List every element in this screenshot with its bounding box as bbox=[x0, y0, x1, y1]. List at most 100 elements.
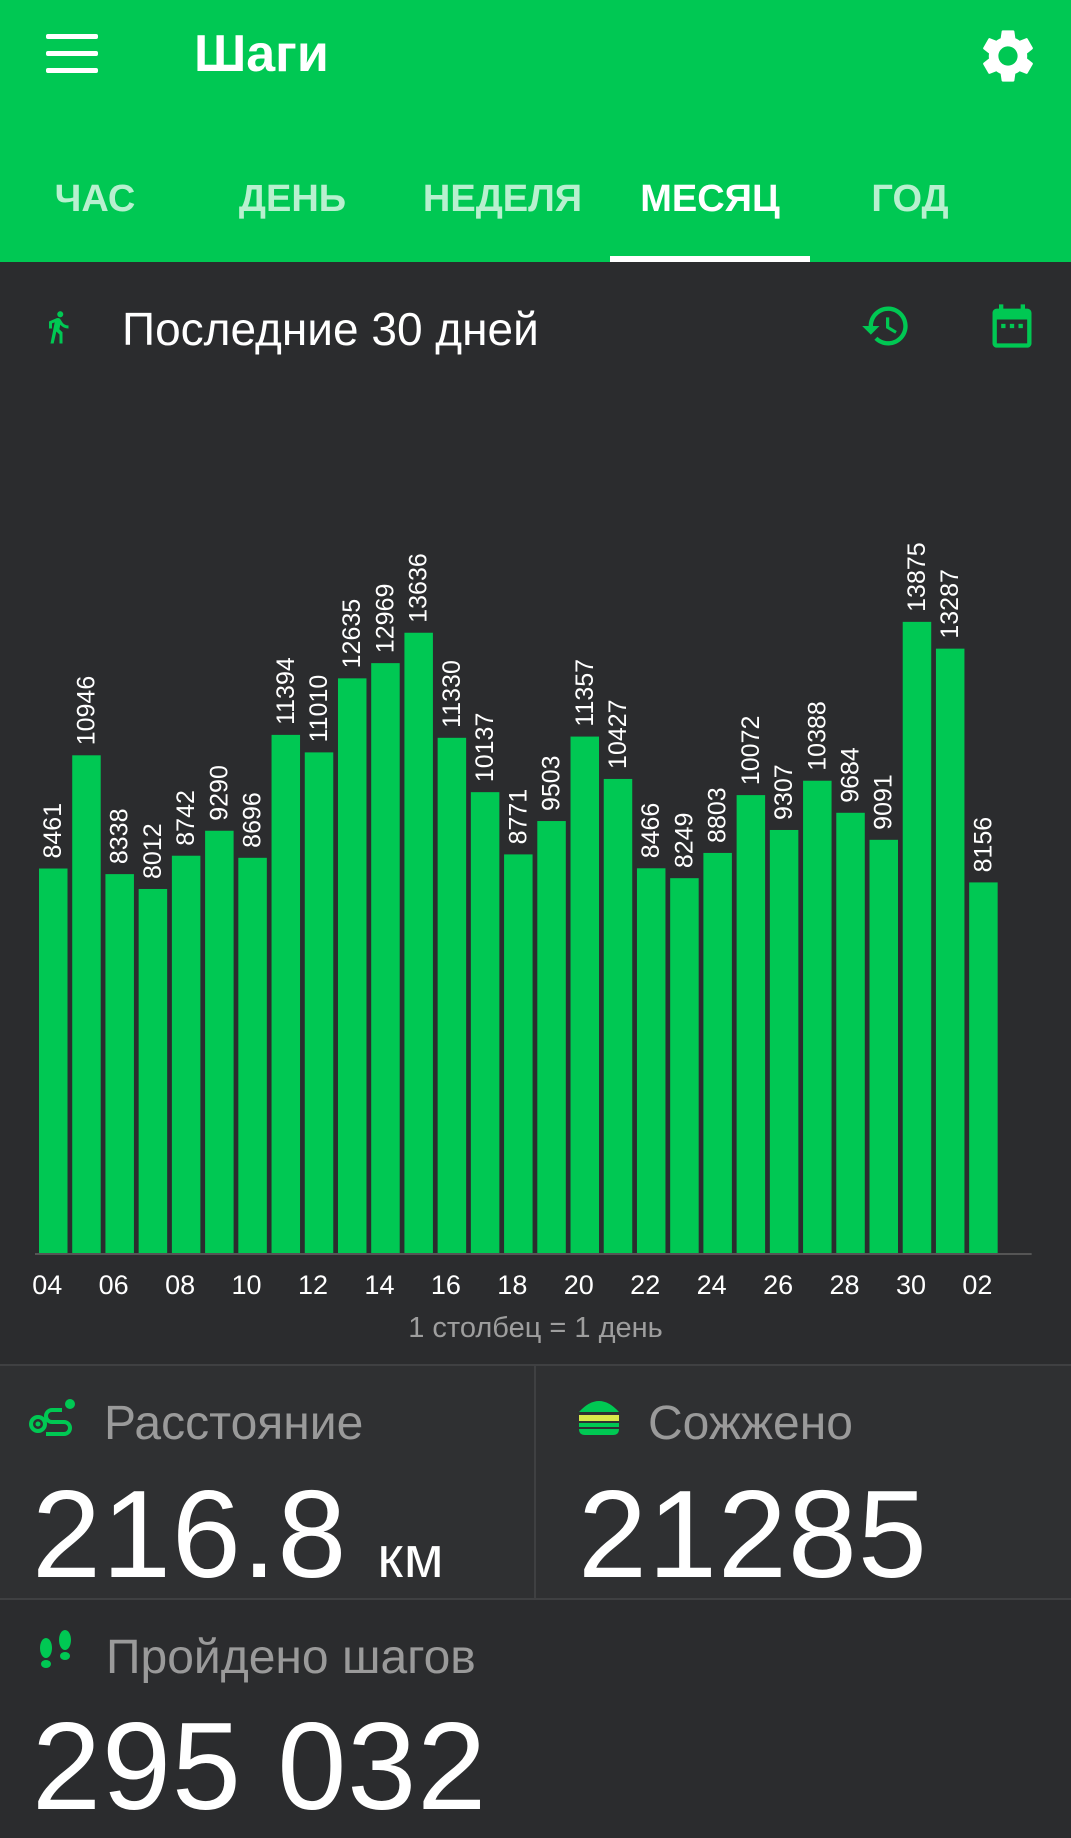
bar-value-label: 13636 bbox=[405, 553, 433, 623]
bar-10 bbox=[238, 857, 267, 1254]
bar-value-label: 8803 bbox=[704, 787, 732, 843]
bar-27 bbox=[803, 780, 832, 1254]
x-tick-label: 22 bbox=[630, 1270, 660, 1300]
bar-19 bbox=[537, 821, 566, 1254]
x-tick-label: 18 bbox=[497, 1270, 527, 1300]
bar-value-label: 8012 bbox=[139, 823, 167, 879]
tab-day[interactable]: ДЕНЬ bbox=[238, 178, 347, 220]
bar-value-label: 11010 bbox=[305, 675, 333, 743]
x-tick-label: 12 bbox=[298, 1270, 328, 1300]
bar-17 bbox=[470, 792, 500, 1254]
bar-28 bbox=[836, 812, 865, 1254]
bar-25 bbox=[736, 795, 766, 1254]
burned-value: 21285 bbox=[578, 1466, 928, 1604]
bar-value-label: 8696 bbox=[239, 792, 267, 848]
bar-value-label: 8466 bbox=[637, 803, 665, 859]
bar-value-label: 11357 bbox=[571, 659, 599, 727]
menu-icon[interactable] bbox=[40, 28, 104, 80]
bar-value-label: 11330 bbox=[438, 660, 466, 728]
bar-05 bbox=[72, 755, 101, 1254]
bar-value-label: 9091 bbox=[870, 774, 898, 830]
bar-23 bbox=[670, 878, 699, 1254]
bar-30 bbox=[902, 621, 932, 1254]
section-title: Последние 30 дней bbox=[122, 303, 539, 355]
steps-panel: Пройдено шагов 295 032 bbox=[0, 1600, 1071, 1836]
bar-value-label: 9503 bbox=[538, 755, 566, 811]
bar-16 bbox=[437, 737, 467, 1254]
x-tick-label: 30 bbox=[896, 1270, 926, 1300]
x-tick-label: 08 bbox=[165, 1270, 195, 1300]
bar-value-label: 12969 bbox=[371, 584, 399, 654]
bar-08 bbox=[171, 855, 201, 1254]
steps-label: Пройдено шагов bbox=[106, 1631, 476, 1684]
distance-unit: км bbox=[377, 1525, 445, 1590]
app-bar: Шаги ЧАС ДЕНЬ НЕДЕЛЯ МЕСЯЦ ГОД bbox=[0, 0, 1071, 262]
bar-value-label: 13287 bbox=[936, 569, 964, 639]
bar-value-label: 12635 bbox=[338, 599, 366, 669]
x-tick-label: 28 bbox=[830, 1270, 860, 1300]
steps-value: 295 032 bbox=[32, 1698, 488, 1836]
chart-scale-note: 1 столбец = 1 день bbox=[408, 1312, 663, 1344]
bar-value-label: 10427 bbox=[604, 699, 632, 769]
bar-13 bbox=[337, 678, 367, 1254]
bar-11 bbox=[271, 734, 301, 1254]
bar-24 bbox=[703, 852, 732, 1254]
x-tick-label: 04 bbox=[32, 1270, 62, 1300]
bar-value-label: 8742 bbox=[172, 790, 200, 846]
bar-14 bbox=[371, 663, 400, 1254]
bar-06 bbox=[105, 874, 134, 1254]
history-icon[interactable] bbox=[860, 300, 912, 352]
bar-value-label: 9307 bbox=[770, 764, 798, 820]
bar-value-label: 8461 bbox=[39, 803, 67, 859]
tab-month[interactable]: МЕСЯЦ bbox=[610, 160, 810, 262]
tab-week[interactable]: НЕДЕЛЯ bbox=[422, 178, 583, 220]
distance-value: 216.8 bbox=[32, 1466, 348, 1604]
app-title: Шаги bbox=[194, 25, 329, 83]
distance-panel: Расстояние 216.8 км bbox=[0, 1366, 534, 1604]
bar-22 bbox=[636, 868, 666, 1254]
bar-04 bbox=[39, 868, 68, 1254]
bar-12 bbox=[304, 752, 334, 1254]
bar-21 bbox=[603, 778, 633, 1254]
bar-value-label: 10388 bbox=[803, 701, 831, 771]
x-tick-label: 06 bbox=[99, 1270, 129, 1300]
bar-01 bbox=[935, 648, 965, 1254]
bar-value-label: 8249 bbox=[670, 813, 698, 869]
bar-value-label: 10072 bbox=[737, 716, 765, 786]
tab-year[interactable]: ГОД bbox=[871, 178, 949, 220]
section-header: Последние 30 дней bbox=[0, 262, 1071, 402]
bar-value-label: 8156 bbox=[969, 817, 997, 873]
walking-person-icon bbox=[40, 302, 76, 352]
bar-value-label: 9684 bbox=[837, 747, 865, 803]
footprints-icon bbox=[36, 1628, 76, 1674]
x-tick-label: 26 bbox=[763, 1270, 793, 1300]
burger-icon bbox=[576, 1396, 622, 1436]
bar-20 bbox=[570, 736, 600, 1254]
calendar-icon[interactable] bbox=[986, 300, 1038, 352]
divider bbox=[0, 1364, 1071, 1366]
x-tick-label: 24 bbox=[697, 1270, 727, 1300]
bar-value-label: 11394 bbox=[272, 657, 300, 725]
x-tick-label: 14 bbox=[364, 1270, 394, 1300]
tab-hour[interactable]: ЧАС bbox=[54, 178, 136, 220]
bar-29 bbox=[869, 839, 898, 1254]
divider bbox=[0, 1598, 1071, 1600]
burned-panel: Сожжено 21285 bbox=[536, 1366, 1071, 1604]
x-tick-label: 10 bbox=[232, 1270, 262, 1300]
period-tabs: ЧАС ДЕНЬ НЕДЕЛЯ МЕСЯЦ ГОД bbox=[0, 160, 1071, 262]
bar-value-label: 10137 bbox=[471, 713, 499, 783]
distance-value-line: 216.8 км bbox=[32, 1464, 445, 1606]
bar-value-label: 13875 bbox=[903, 542, 931, 612]
bar-26 bbox=[769, 829, 799, 1254]
bar-02 bbox=[969, 882, 998, 1254]
distance-label: Расстояние bbox=[104, 1397, 364, 1450]
gear-icon[interactable] bbox=[976, 24, 1040, 88]
x-tick-label: 02 bbox=[962, 1270, 992, 1300]
burned-label: Сожжено bbox=[648, 1397, 853, 1450]
divider bbox=[534, 1366, 536, 1598]
bar-value-label: 10946 bbox=[72, 676, 100, 746]
bar-value-label: 9290 bbox=[205, 765, 233, 821]
bar-value-label: 8771 bbox=[504, 789, 532, 845]
bar-value-label: 8338 bbox=[106, 808, 134, 864]
